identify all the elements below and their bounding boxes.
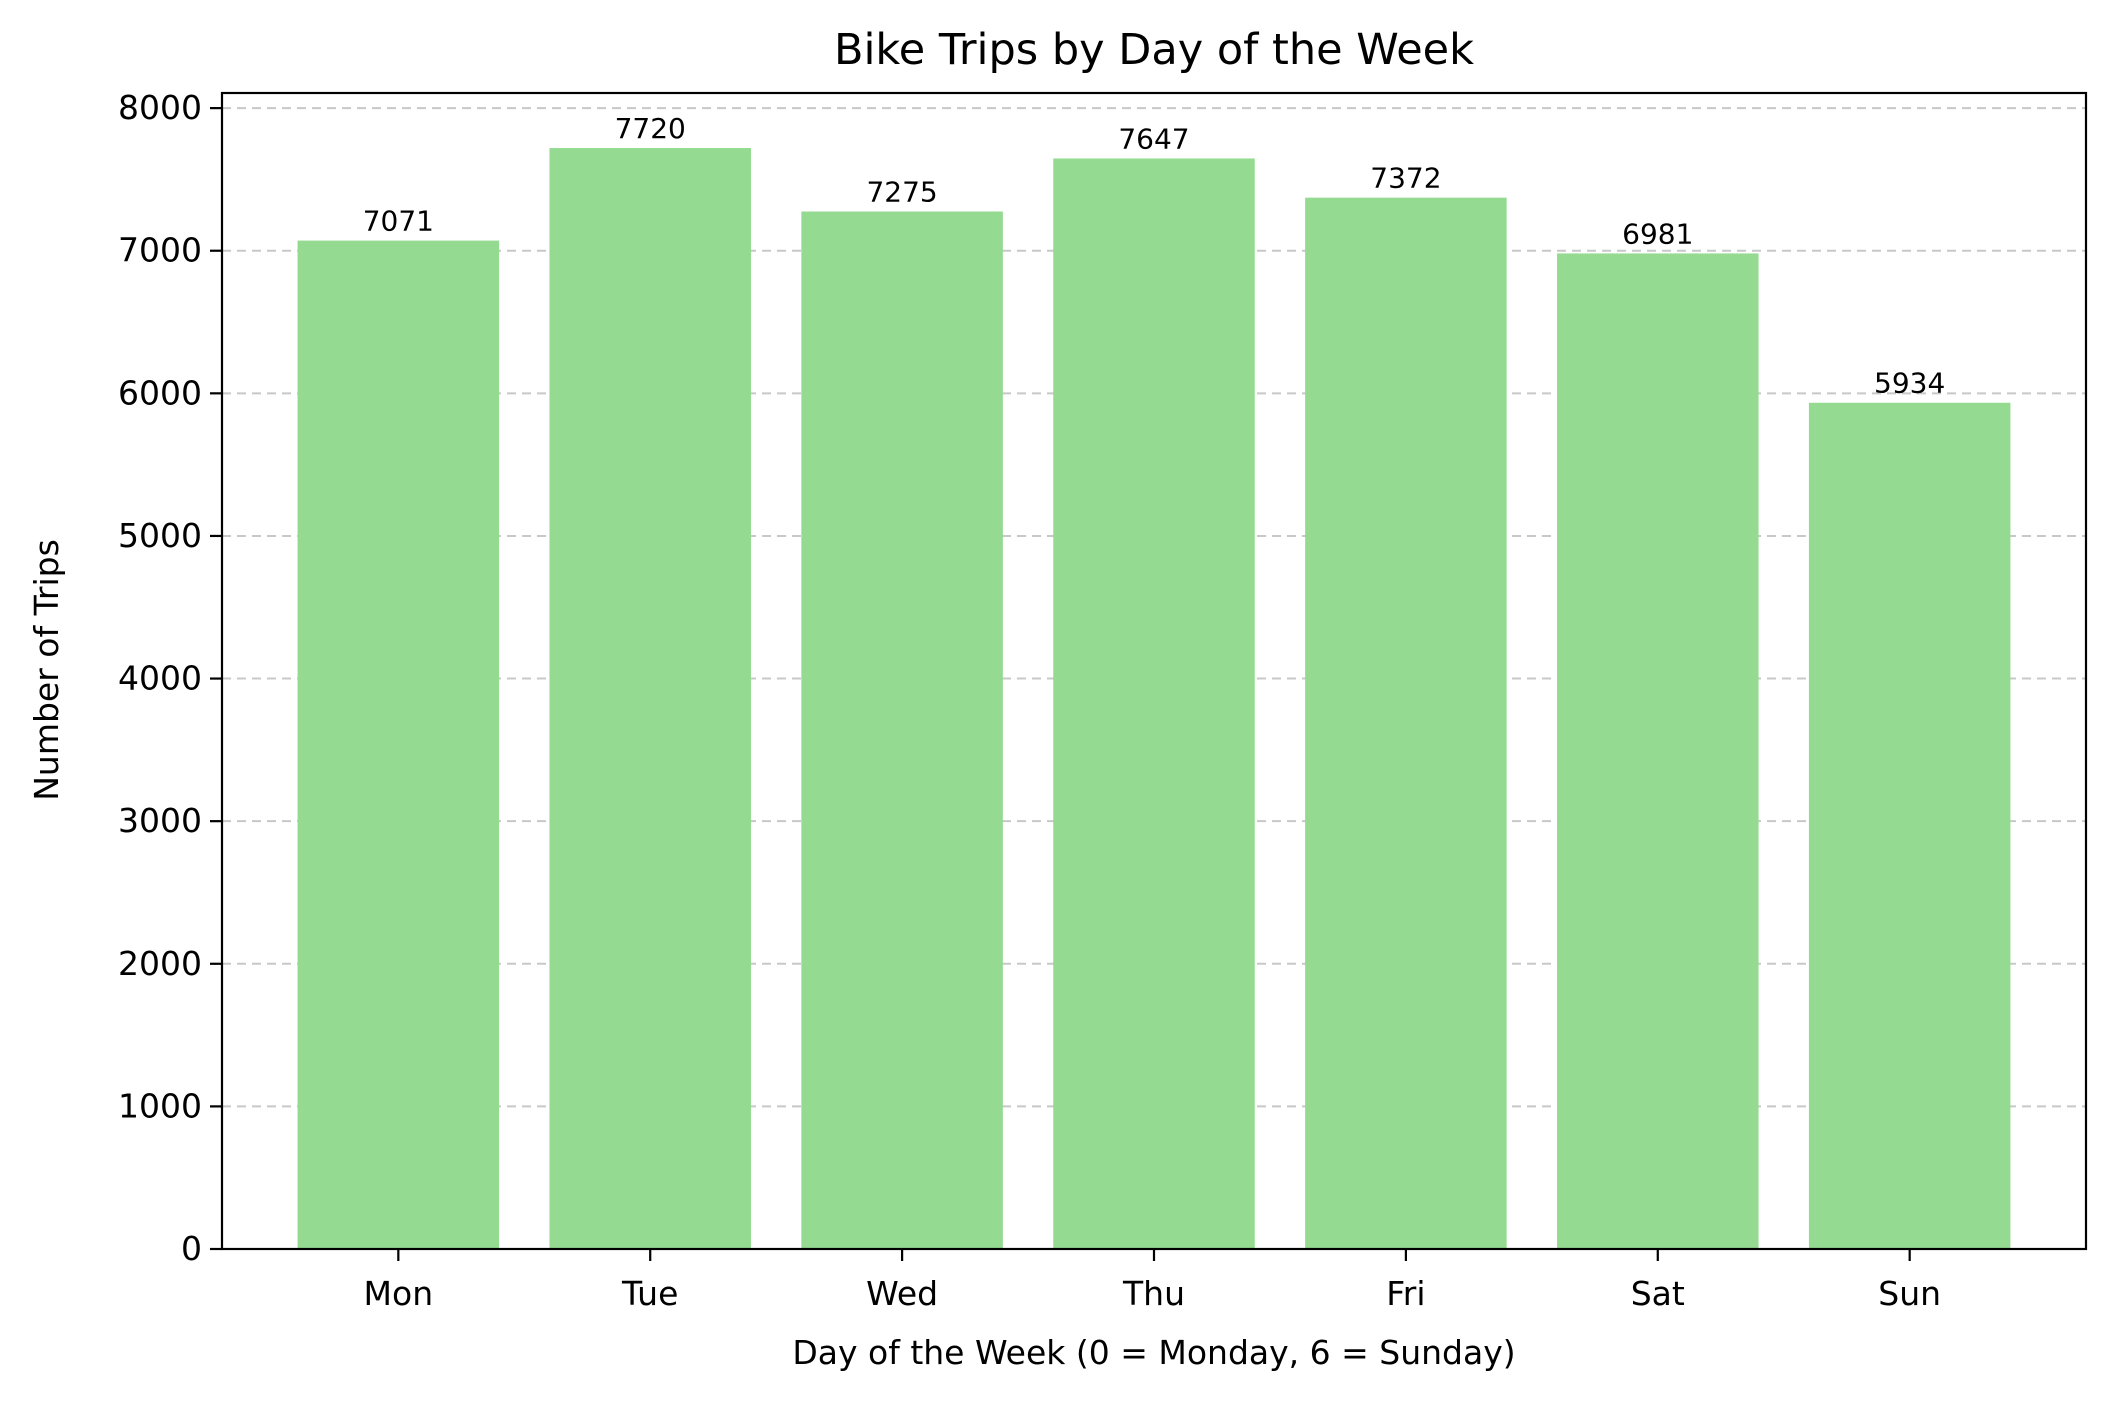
y-tick-label: 1000 [118,1086,202,1125]
y-tick-label: 8000 [118,88,202,127]
x-tick-label: Mon [364,1274,434,1313]
bar-mon [297,240,500,1249]
x-axis-ticks: Mon Tue Wed Thu Fri Sat Sun [364,1249,1941,1313]
y-tick-label: 2000 [118,944,202,983]
y-axis-ticks: 0 1000 2000 3000 4000 5000 6000 7000 8000 [118,88,222,1268]
bars [297,148,2011,1250]
y-tick-label: 0 [181,1229,202,1268]
x-tick-label: Sun [1878,1274,1941,1313]
chart-title: Bike Trips by Day of the Week [834,25,1474,75]
data-label: 5934 [1874,367,1945,400]
y-tick-label: 7000 [118,231,202,270]
data-label: 7372 [1370,162,1441,195]
x-tick-label: Wed [866,1274,938,1313]
y-tick-label: 3000 [118,801,202,840]
bar-fri [1305,197,1507,1250]
bar-tue [549,148,751,1250]
bar-sat [1557,253,1759,1249]
x-tick-label: Tue [621,1274,678,1313]
data-labels: 7071 7720 7275 7647 7372 6981 5934 [363,112,1946,400]
data-label: 7720 [615,112,686,145]
x-tick-label: Fri [1386,1274,1425,1313]
x-axis-label: Day of the Week (0 = Monday, 6 = Sunday) [792,1333,1515,1372]
y-tick-label: 5000 [118,516,202,555]
data-label: 7647 [1118,122,1189,155]
x-tick-label: Sat [1631,1274,1685,1313]
y-tick-label: 6000 [118,373,202,412]
y-axis-label: Number of Trips [27,539,66,801]
data-label: 6981 [1622,217,1693,250]
y-tick-label: 4000 [118,659,202,698]
bar-wed [801,211,1003,1249]
x-tick-label: Thu [1122,1274,1185,1313]
data-label: 7275 [866,176,937,209]
data-label: 7071 [363,205,434,238]
bar-thu [1053,158,1255,1250]
bar-sun [1808,402,2011,1249]
